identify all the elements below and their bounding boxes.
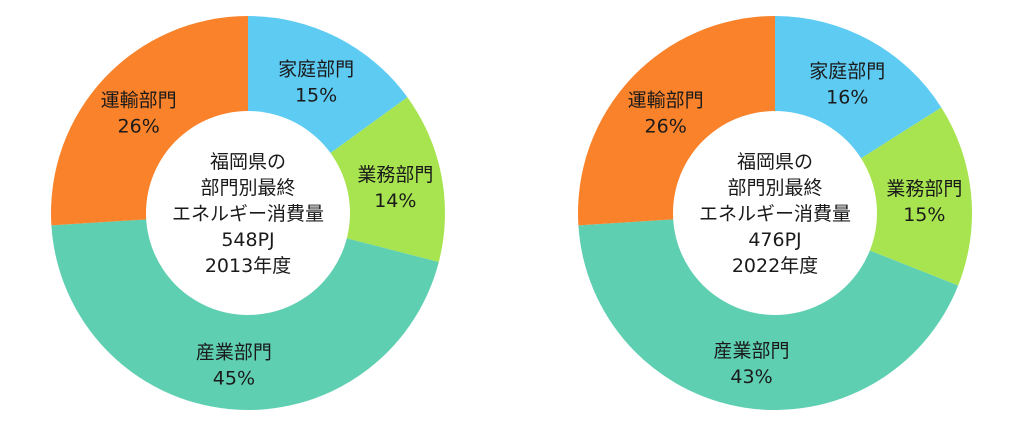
- slice-percent-label: 14%: [374, 190, 416, 212]
- center-text-line: 福岡県の: [210, 151, 286, 173]
- center-text-line: エネルギー消費量: [172, 203, 324, 225]
- slice-name-label: 運輸部門: [101, 89, 177, 111]
- donut-hole: [673, 111, 877, 315]
- slice-percent-label: 15%: [903, 204, 945, 226]
- slice-percent-label: 45%: [213, 367, 255, 389]
- slice-percent-label: 43%: [730, 366, 772, 388]
- slice-name-label: 産業部門: [196, 341, 272, 363]
- center-text-line: 476PJ: [748, 229, 801, 251]
- center-text-line: 2013年度: [205, 255, 291, 277]
- center-text-line: エネルギー消費量: [699, 203, 851, 225]
- slice-name-label: 産業部門: [714, 340, 790, 362]
- slice-percent-label: 26%: [118, 115, 160, 137]
- slice-name-label: 家庭部門: [809, 61, 885, 83]
- slice-name-label: 業務部門: [886, 178, 962, 200]
- center-text-line: 福岡県の: [737, 151, 813, 173]
- donut-chart-1: 家庭部門 15% 業務部門 14% 産業部門 45% 運輸部門 26% 福岡県の部門別最終エネル…: [50, 16, 445, 410]
- donut-hole: [146, 111, 350, 315]
- center-text-line: 548PJ: [221, 229, 274, 251]
- donut-chart-2: 家庭部門 16% 業務部門 15% 産業部門 43% 運輸部門 26% 福岡県の部門別最終エネル…: [578, 16, 972, 410]
- center-text-line: 部門別最終: [727, 177, 822, 199]
- slice-percent-label: 15%: [295, 84, 337, 106]
- center-text-line: 部門別最終: [200, 177, 295, 199]
- slice-percent-label: 16%: [826, 87, 868, 109]
- slice-name-label: 家庭部門: [278, 58, 354, 80]
- slice-name-label: 運輸部門: [628, 89, 704, 111]
- slice-percent-label: 26%: [645, 115, 687, 137]
- slice-name-label: 業務部門: [357, 164, 433, 186]
- center-text-line: 2022年度: [732, 255, 818, 277]
